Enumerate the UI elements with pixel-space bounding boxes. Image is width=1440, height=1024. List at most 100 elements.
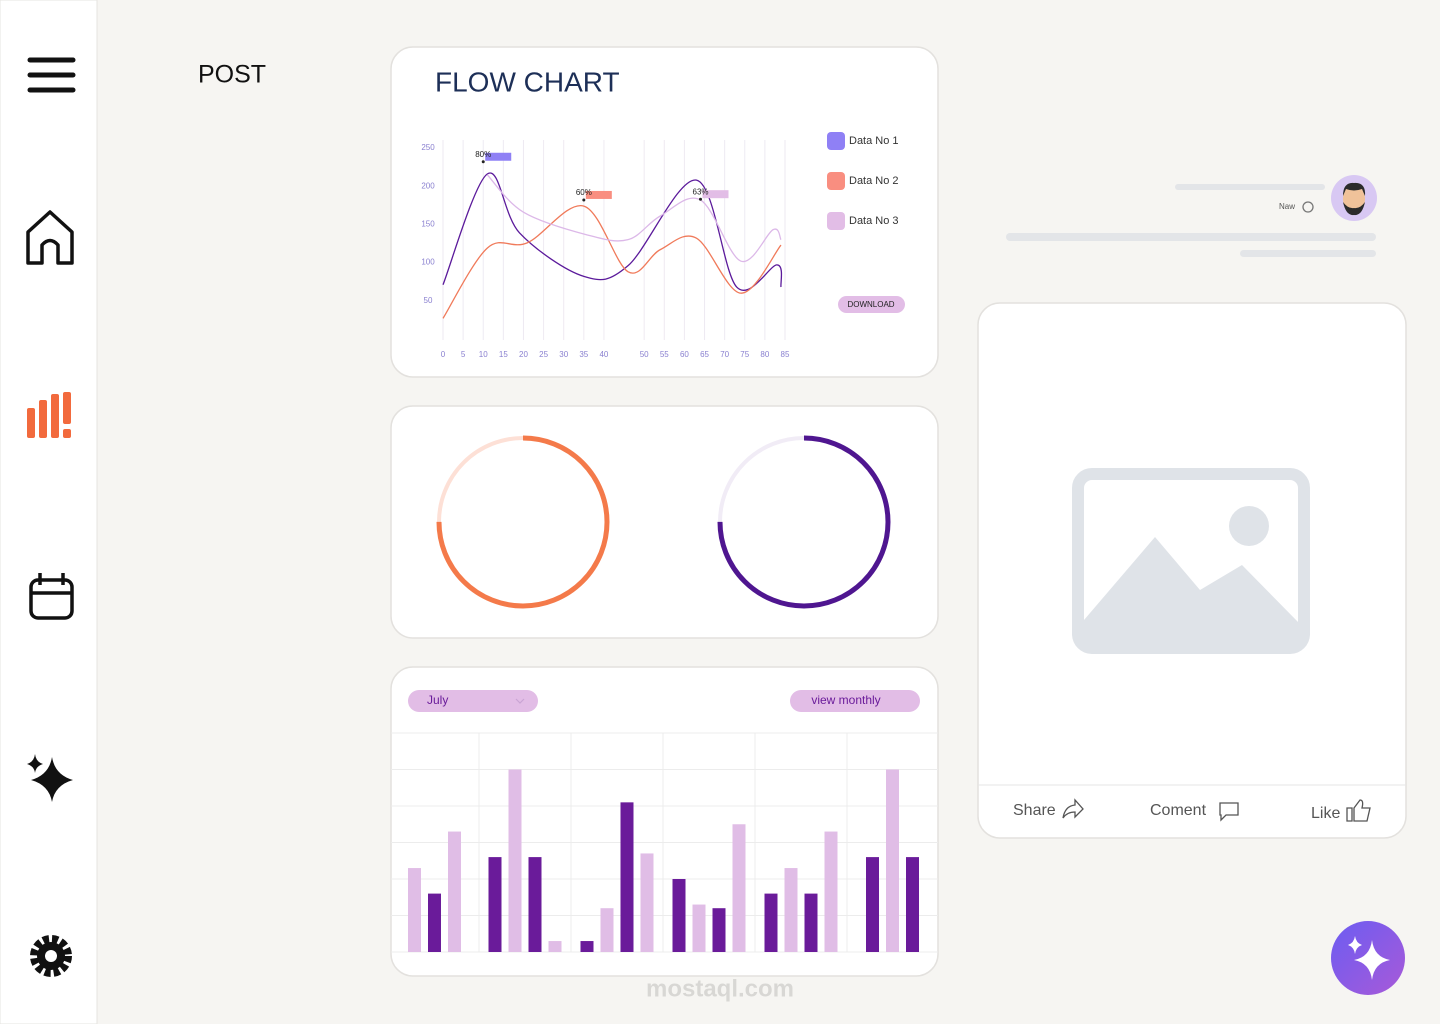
post-time: Naw <box>1279 202 1295 211</box>
legend-swatch <box>827 172 845 190</box>
annotation-tag <box>485 152 512 161</box>
bar <box>448 831 461 952</box>
bar <box>692 904 706 952</box>
bar <box>764 893 778 952</box>
share-icon[interactable] <box>1062 798 1084 819</box>
placeholder-line <box>1240 250 1376 257</box>
legend-label: Data No 1 <box>849 135 899 147</box>
y-tick-label: 150 <box>421 220 435 229</box>
sparkle-icon[interactable] <box>27 754 73 802</box>
bar <box>824 831 838 952</box>
bar <box>528 857 542 952</box>
bar-chart-card <box>390 666 939 977</box>
avatar-face <box>1343 182 1366 216</box>
legend-label: Data No 3 <box>849 215 899 227</box>
x-tick-label: 75 <box>740 350 749 359</box>
annotation-dot <box>481 160 485 164</box>
x-tick-label: 30 <box>559 350 568 359</box>
bar <box>712 908 726 952</box>
bar <box>866 857 879 952</box>
bar <box>732 824 746 952</box>
gauge-arc <box>436 435 610 609</box>
placeholder-line <box>1006 233 1376 241</box>
chart-title: FLOW CHART <box>435 66 620 97</box>
x-tick-label: 5 <box>461 350 466 359</box>
y-tick-label: 50 <box>424 296 433 305</box>
annotation-tag <box>702 190 729 199</box>
x-tick-label: 85 <box>781 350 790 359</box>
bar <box>548 941 562 952</box>
share-action[interactable]: Share <box>1013 802 1056 819</box>
x-tick-label: 70 <box>720 350 729 359</box>
x-tick-label: 15 <box>499 350 508 359</box>
annotation-tag <box>585 190 612 199</box>
watermark: mostaql.com <box>646 975 794 1002</box>
legend-swatch <box>827 132 845 150</box>
x-tick-label: 50 <box>640 350 649 359</box>
view-button[interactable] <box>790 690 920 712</box>
bar <box>640 853 654 952</box>
annotation-label: 80% <box>475 150 491 159</box>
bar <box>428 893 441 952</box>
x-tick-label: 80 <box>760 350 769 359</box>
legend-swatch <box>827 212 845 230</box>
bar <box>886 769 899 952</box>
comment-action[interactable]: Coment <box>1150 802 1207 819</box>
annotation-dot <box>699 197 703 201</box>
bar <box>580 941 594 952</box>
donut-card <box>390 405 939 639</box>
legend-label: Data No 2 <box>849 175 899 187</box>
gauge-arc <box>717 435 891 609</box>
y-tick-label: 200 <box>421 181 435 190</box>
line-series <box>486 174 782 262</box>
sidebar <box>0 0 98 1024</box>
download-button[interactable] <box>838 296 905 313</box>
x-tick-label: 10 <box>479 350 488 359</box>
bar <box>620 802 634 952</box>
x-tick-label: 0 <box>441 350 446 359</box>
like-icon[interactable] <box>1346 799 1371 822</box>
like-action[interactable]: Like <box>1311 805 1340 822</box>
annotation-label: 60% <box>576 188 592 197</box>
chevron <box>515 698 525 704</box>
globe-icon <box>1302 201 1314 213</box>
annotation-dot <box>582 198 586 202</box>
month-label[interactable]: July <box>427 693 448 707</box>
annotation-label: 63% <box>693 187 709 196</box>
x-tick-label: 20 <box>519 350 528 359</box>
home-icon[interactable] <box>26 210 74 265</box>
bar <box>508 769 522 952</box>
download-label[interactable]: DOWNLOAD <box>847 300 894 309</box>
settings-icon[interactable] <box>30 935 72 977</box>
bar <box>672 879 686 952</box>
comment-icon[interactable] <box>1219 802 1239 822</box>
chart-icon[interactable] <box>27 392 71 438</box>
ai-icon[interactable] <box>1348 936 1390 980</box>
bar <box>408 868 421 952</box>
view-label[interactable]: view monthly <box>811 693 880 707</box>
x-tick-label: 60 <box>680 350 689 359</box>
bar <box>784 868 798 952</box>
x-tick-label: 25 <box>539 350 548 359</box>
image-placeholder <box>1072 468 1310 654</box>
page-title: POST <box>198 61 266 89</box>
menu-icon[interactable] <box>27 57 76 93</box>
x-tick-label: 35 <box>579 350 588 359</box>
y-tick-label: 250 <box>421 143 435 152</box>
calendar-icon[interactable] <box>29 573 74 620</box>
x-tick-label: 65 <box>700 350 709 359</box>
placeholder-line <box>1175 184 1325 190</box>
y-tick-label: 100 <box>421 258 435 267</box>
x-tick-label: 55 <box>660 350 669 359</box>
bar <box>600 908 614 952</box>
bar <box>906 857 919 952</box>
bar <box>804 893 818 952</box>
line-series <box>442 205 782 319</box>
month-select[interactable] <box>408 690 538 712</box>
bar <box>488 857 502 952</box>
line-series <box>442 172 783 291</box>
post-card <box>977 302 1407 839</box>
x-tick-label: 40 <box>599 350 608 359</box>
